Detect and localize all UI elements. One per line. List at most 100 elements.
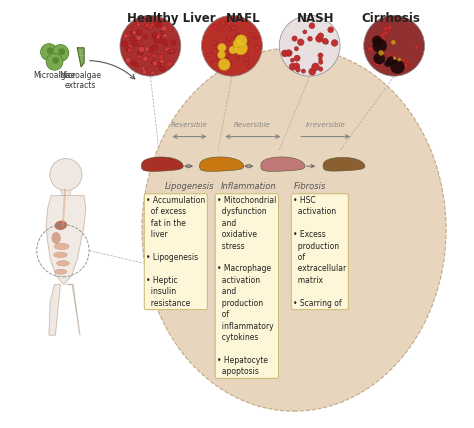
Polygon shape <box>261 157 305 171</box>
Circle shape <box>387 56 395 65</box>
Circle shape <box>244 39 249 44</box>
Text: Reversible: Reversible <box>171 122 208 128</box>
Text: • Accumulation
  of excess
  fat in the
  liver

• Lipogenesis

• Heptic
  insul: • Accumulation of excess fat in the live… <box>146 196 205 308</box>
Ellipse shape <box>55 269 67 274</box>
Circle shape <box>223 42 227 46</box>
Circle shape <box>213 25 218 29</box>
Text: Healthy Liver: Healthy Liver <box>127 12 216 25</box>
Circle shape <box>58 48 65 55</box>
Circle shape <box>309 23 315 29</box>
Circle shape <box>383 26 388 31</box>
Circle shape <box>156 34 160 39</box>
Text: Cirrhosis: Cirrhosis <box>362 12 420 25</box>
Circle shape <box>167 49 172 54</box>
Circle shape <box>233 36 237 41</box>
Circle shape <box>279 15 340 76</box>
Circle shape <box>255 36 258 39</box>
Circle shape <box>368 47 373 51</box>
Circle shape <box>223 57 228 62</box>
Circle shape <box>133 24 137 28</box>
Circle shape <box>391 55 396 60</box>
Circle shape <box>214 42 218 46</box>
Circle shape <box>228 62 232 65</box>
Circle shape <box>130 31 134 35</box>
Circle shape <box>135 63 138 67</box>
Circle shape <box>318 53 323 58</box>
Circle shape <box>128 45 132 49</box>
Circle shape <box>364 15 425 76</box>
Circle shape <box>294 47 299 51</box>
Circle shape <box>159 59 164 64</box>
Circle shape <box>158 32 161 35</box>
Circle shape <box>227 35 232 40</box>
Polygon shape <box>200 157 244 171</box>
Circle shape <box>331 39 338 46</box>
Circle shape <box>328 27 334 33</box>
Circle shape <box>132 25 137 30</box>
Circle shape <box>171 50 175 54</box>
Ellipse shape <box>55 243 69 250</box>
Circle shape <box>125 57 130 63</box>
Polygon shape <box>77 48 84 67</box>
Circle shape <box>237 56 239 59</box>
Circle shape <box>155 22 159 26</box>
Polygon shape <box>61 190 71 196</box>
Polygon shape <box>67 285 80 335</box>
Circle shape <box>137 50 143 56</box>
Circle shape <box>404 63 408 67</box>
Circle shape <box>282 50 288 57</box>
Circle shape <box>136 35 141 40</box>
Circle shape <box>145 23 150 28</box>
Circle shape <box>368 47 372 51</box>
Circle shape <box>50 158 82 190</box>
Circle shape <box>157 37 163 42</box>
Circle shape <box>127 47 131 51</box>
Circle shape <box>319 36 322 39</box>
Circle shape <box>170 49 174 53</box>
Circle shape <box>400 62 405 68</box>
Circle shape <box>316 35 323 42</box>
Text: Microalgae: Microalgae <box>33 71 75 80</box>
Circle shape <box>151 23 154 27</box>
Circle shape <box>387 25 392 30</box>
Circle shape <box>158 54 164 60</box>
Circle shape <box>375 62 379 66</box>
Circle shape <box>152 35 156 39</box>
Text: Irreversible: Irreversible <box>306 122 346 128</box>
Circle shape <box>143 35 147 39</box>
Circle shape <box>282 52 286 55</box>
Circle shape <box>164 43 168 47</box>
Circle shape <box>229 46 237 54</box>
Circle shape <box>373 39 387 53</box>
Polygon shape <box>46 196 86 285</box>
Circle shape <box>236 33 240 38</box>
Circle shape <box>167 61 173 67</box>
Circle shape <box>156 36 160 40</box>
Circle shape <box>228 55 230 57</box>
Circle shape <box>216 58 219 61</box>
Circle shape <box>238 34 240 36</box>
Circle shape <box>132 41 138 47</box>
Circle shape <box>141 67 145 70</box>
Circle shape <box>324 40 328 44</box>
Circle shape <box>165 47 171 52</box>
Circle shape <box>252 36 254 39</box>
Circle shape <box>137 30 142 35</box>
Circle shape <box>296 68 301 72</box>
Circle shape <box>153 34 158 39</box>
Circle shape <box>160 66 164 70</box>
Circle shape <box>287 51 291 55</box>
Circle shape <box>322 38 328 44</box>
Circle shape <box>244 61 249 65</box>
Circle shape <box>236 33 239 36</box>
Circle shape <box>160 66 165 72</box>
Circle shape <box>235 35 247 47</box>
Circle shape <box>309 68 316 75</box>
Circle shape <box>220 22 222 25</box>
Circle shape <box>144 25 148 29</box>
Circle shape <box>232 26 237 31</box>
Ellipse shape <box>56 261 69 266</box>
Circle shape <box>160 51 164 54</box>
Circle shape <box>318 33 324 39</box>
Circle shape <box>228 49 233 54</box>
